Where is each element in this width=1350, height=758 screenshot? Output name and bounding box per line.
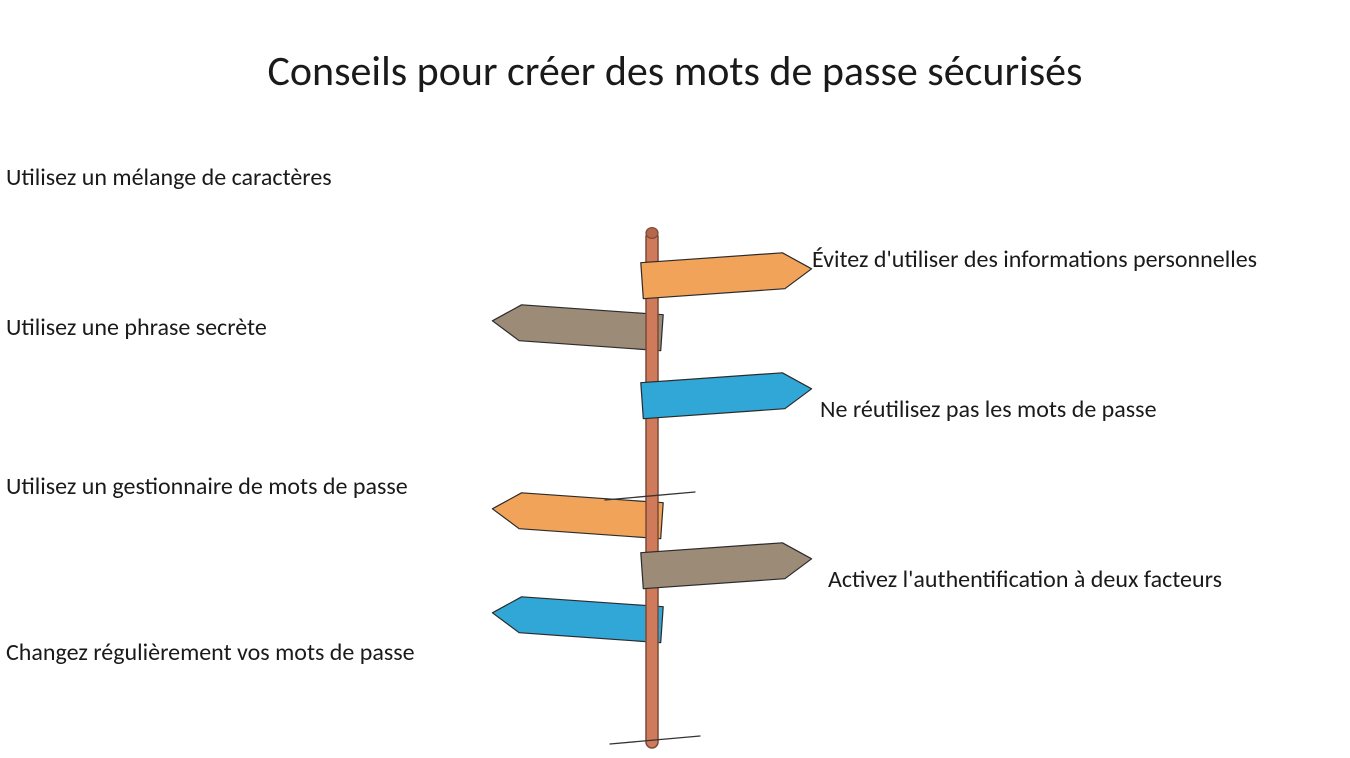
signpost-diagram <box>0 0 1350 758</box>
infographic-stage: Conseils pour créer des mots de passe sé… <box>0 0 1350 758</box>
